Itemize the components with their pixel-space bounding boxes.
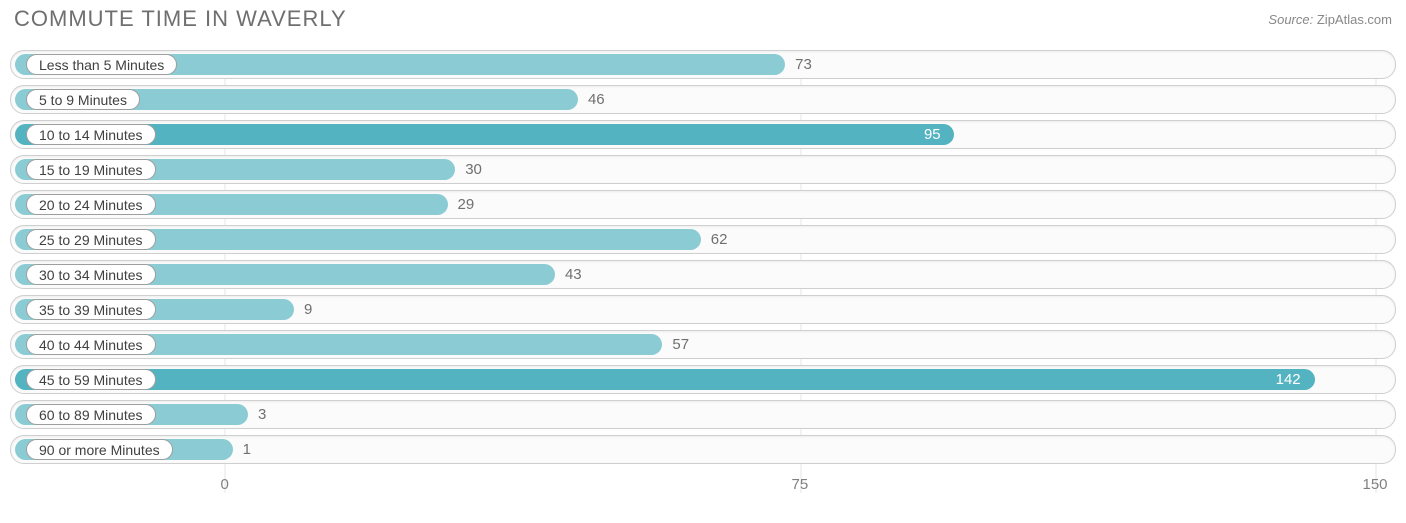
category-pill: 5 to 9 Minutes	[26, 89, 140, 110]
category-pill: 15 to 19 Minutes	[26, 159, 156, 180]
bar-value-label: 1	[243, 435, 251, 464]
bar-row: 60 to 89 Minutes 3	[10, 400, 1396, 429]
x-axis-tick-label: 0	[221, 476, 229, 493]
bar-value-label: 73	[795, 50, 812, 79]
category-pill: 40 to 44 Minutes	[26, 334, 156, 355]
source-label: Source:	[1268, 12, 1313, 27]
bar-value-label: 9	[304, 295, 312, 324]
category-pill: 90 or more Minutes	[26, 439, 173, 460]
bar-row: Less than 5 Minutes 73	[10, 50, 1396, 79]
category-pill: 45 to 59 Minutes	[26, 369, 156, 390]
bar-row: 35 to 39 Minutes 9	[10, 295, 1396, 324]
bar-value-label: 62	[711, 225, 728, 254]
source-attribution: Source: ZipAtlas.com	[1268, 12, 1392, 27]
bar-value-label: 57	[672, 330, 689, 359]
bar-row: 40 to 44 Minutes 57	[10, 330, 1396, 359]
bar-value-label: 43	[565, 260, 582, 289]
x-axis-tick-label: 150	[1363, 476, 1388, 493]
source-name: ZipAtlas.com	[1317, 12, 1392, 27]
x-axis-tick-label: 75	[792, 476, 809, 493]
bar-chart: 075150Less than 5 Minutes735 to 9 Minute…	[10, 50, 1396, 473]
category-pill: 30 to 34 Minutes	[26, 264, 156, 285]
bar-row: 45 to 59 Minutes 142	[10, 365, 1396, 394]
bar-value-label: 3	[258, 400, 266, 429]
bar-value-label: 142	[1276, 365, 1301, 394]
category-pill: 60 to 89 Minutes	[26, 404, 156, 425]
category-pill: 20 to 24 Minutes	[26, 194, 156, 215]
category-pill: Less than 5 Minutes	[26, 54, 177, 75]
bar-value-label: 95	[924, 120, 941, 149]
bar-fill	[15, 124, 954, 145]
bar-row: 10 to 14 Minutes 95	[10, 120, 1396, 149]
bar-row: 90 or more Minutes 1	[10, 435, 1396, 464]
bar-row: 25 to 29 Minutes 62	[10, 225, 1396, 254]
bar-value-label: 29	[458, 190, 475, 219]
chart-title: COMMUTE TIME IN WAVERLY	[14, 6, 347, 32]
bar-value-label: 30	[465, 155, 482, 184]
category-pill: 35 to 39 Minutes	[26, 299, 156, 320]
bar-value-label: 46	[588, 85, 605, 114]
bar-fill	[15, 369, 1315, 390]
bar-row: 30 to 34 Minutes 43	[10, 260, 1396, 289]
category-pill: 10 to 14 Minutes	[26, 124, 156, 145]
bar-row: 20 to 24 Minutes 29	[10, 190, 1396, 219]
bar-row: 5 to 9 Minutes 46	[10, 85, 1396, 114]
category-pill: 25 to 29 Minutes	[26, 229, 156, 250]
bar-row: 15 to 19 Minutes 30	[10, 155, 1396, 184]
